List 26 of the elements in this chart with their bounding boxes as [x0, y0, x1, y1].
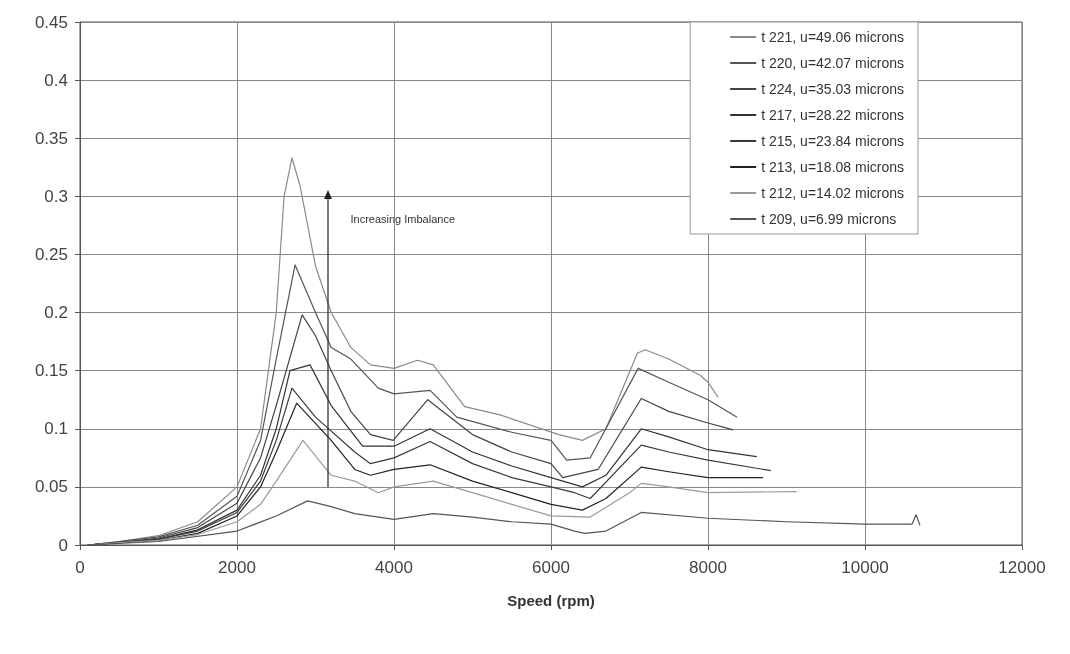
legend-label: t 215, u=23.84 microns [761, 133, 904, 149]
legend-label: t 221, u=49.06 microns [761, 29, 904, 45]
x-tick-label: 10000 [841, 558, 889, 577]
x-tick-label: 2000 [218, 558, 256, 577]
y-tick-label: 0.2 [44, 303, 68, 323]
x-axis-title: Speed (rpm) [507, 592, 595, 609]
x-tick-label: 8000 [689, 558, 727, 577]
y-tick-label: 0.4 [44, 70, 68, 90]
x-tick-label: 0 [75, 558, 85, 577]
y-tick-label: 0.15 [34, 361, 68, 381]
legend-label: t 220, u=42.07 microns [761, 55, 904, 71]
x-tick-label: 12000 [998, 558, 1046, 577]
y-tick-label: 0.45 [34, 12, 68, 32]
legend-label: t 224, u=35.03 microns [761, 81, 904, 97]
x-tick-label: 6000 [532, 558, 570, 577]
legend-label: t 212, u=14.02 microns [761, 185, 904, 201]
y-tick-label: 0.1 [44, 419, 68, 439]
legend-label: t 217, u=28.22 microns [761, 107, 904, 123]
y-tick-label: 0.35 [34, 128, 68, 148]
y-tick-label: 0.3 [44, 186, 68, 206]
legend-label: t 209, u=6.99 microns [761, 211, 897, 227]
y-tick-label: 0 [58, 535, 68, 555]
y-tick-label: 0.25 [34, 244, 68, 264]
y-tick-label: 0.05 [34, 477, 68, 497]
legend-label: t 213, u=18.08 microns [761, 159, 904, 175]
x-tick-label: 4000 [375, 558, 413, 577]
